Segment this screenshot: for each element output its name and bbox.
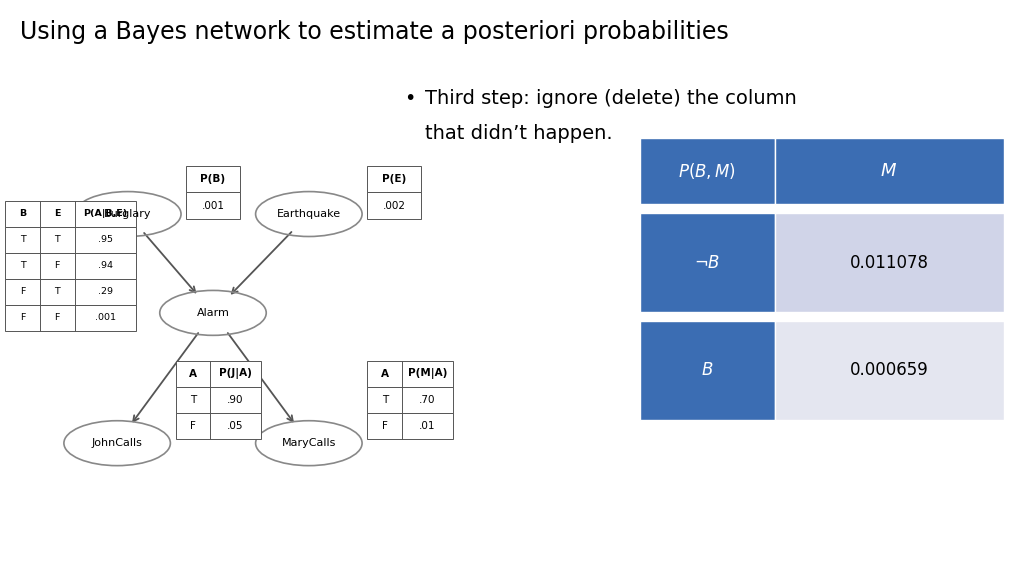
Text: that didn’t happen.: that didn’t happen. — [425, 124, 612, 143]
Text: $B$: $B$ — [701, 361, 714, 380]
Text: Burglary: Burglary — [104, 209, 152, 219]
Text: 0.011078: 0.011078 — [850, 253, 929, 271]
Text: T: T — [382, 395, 388, 404]
Text: .05: .05 — [227, 420, 244, 431]
Text: .29: .29 — [97, 287, 113, 296]
FancyBboxPatch shape — [186, 166, 240, 192]
Text: •: • — [404, 89, 416, 108]
Text: A: A — [189, 369, 197, 378]
FancyBboxPatch shape — [640, 138, 774, 204]
Text: P(J|A): P(J|A) — [219, 368, 252, 379]
Text: $P(B,M)$: $P(B,M)$ — [678, 161, 736, 181]
Text: 0.000659: 0.000659 — [850, 361, 929, 380]
Text: Third step: ignore (delete) the column: Third step: ignore (delete) the column — [425, 89, 797, 108]
Text: B: B — [19, 209, 27, 218]
Text: T: T — [19, 235, 26, 244]
FancyBboxPatch shape — [368, 361, 453, 386]
FancyBboxPatch shape — [5, 305, 136, 331]
FancyBboxPatch shape — [640, 213, 774, 312]
FancyBboxPatch shape — [5, 279, 136, 305]
FancyBboxPatch shape — [774, 213, 1004, 312]
FancyBboxPatch shape — [368, 166, 421, 192]
Text: F: F — [54, 261, 60, 270]
Text: F: F — [19, 313, 26, 323]
FancyBboxPatch shape — [368, 386, 453, 412]
FancyBboxPatch shape — [774, 321, 1004, 420]
FancyBboxPatch shape — [368, 192, 421, 218]
Text: Using a Bayes network to estimate a posteriori probabilities: Using a Bayes network to estimate a post… — [20, 20, 729, 44]
FancyBboxPatch shape — [176, 386, 261, 412]
Text: T: T — [189, 395, 197, 404]
Text: MaryCalls: MaryCalls — [282, 438, 336, 448]
Text: .94: .94 — [97, 261, 113, 270]
Text: T: T — [54, 287, 60, 296]
Text: P(E): P(E) — [382, 175, 407, 184]
Text: T: T — [19, 261, 26, 270]
Text: E: E — [54, 209, 60, 218]
Text: P(B): P(B) — [201, 175, 225, 184]
Text: .90: .90 — [227, 395, 244, 404]
Text: F: F — [19, 287, 26, 296]
FancyBboxPatch shape — [176, 412, 261, 439]
Text: F: F — [190, 420, 196, 431]
Text: F: F — [54, 313, 60, 323]
Text: JohnCalls: JohnCalls — [92, 438, 142, 448]
FancyBboxPatch shape — [5, 200, 136, 226]
Text: .70: .70 — [419, 395, 435, 404]
FancyBboxPatch shape — [5, 226, 136, 253]
FancyBboxPatch shape — [176, 361, 261, 386]
Text: .95: .95 — [97, 235, 113, 244]
Text: $\mathit{M}$: $\mathit{M}$ — [881, 162, 897, 180]
FancyBboxPatch shape — [5, 253, 136, 279]
Text: T: T — [54, 235, 60, 244]
FancyBboxPatch shape — [640, 321, 774, 420]
Text: $\neg B$: $\neg B$ — [694, 253, 721, 271]
Text: .01: .01 — [419, 420, 435, 431]
Text: P(A|B,E): P(A|B,E) — [83, 209, 127, 218]
Text: .002: .002 — [383, 200, 406, 210]
Text: F: F — [382, 420, 388, 431]
Text: Earthquake: Earthquake — [276, 209, 341, 219]
FancyBboxPatch shape — [368, 412, 453, 439]
Text: P(M|A): P(M|A) — [408, 368, 447, 379]
Text: .001: .001 — [94, 313, 116, 323]
FancyBboxPatch shape — [774, 138, 1004, 204]
Text: Alarm: Alarm — [197, 308, 229, 318]
Text: .001: .001 — [202, 200, 224, 210]
Text: A: A — [381, 369, 389, 378]
FancyBboxPatch shape — [186, 192, 240, 218]
